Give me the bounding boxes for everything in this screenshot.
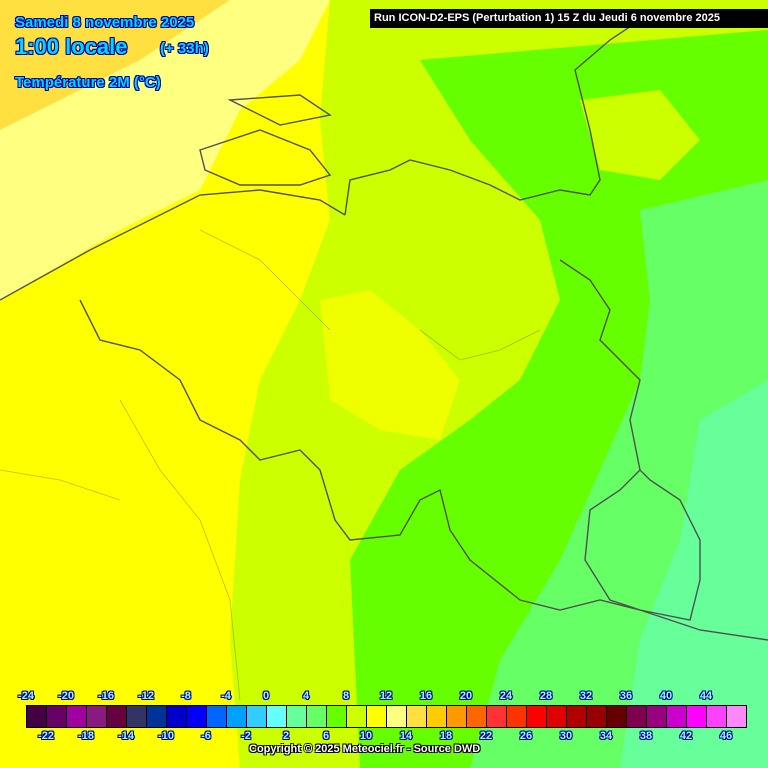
legend-swatch [507,706,527,727]
legend-label-top: -4 [221,690,231,702]
legend-label-top: 4 [302,690,310,702]
legend-swatch [187,706,207,727]
legend-label-bottom: 42 [679,730,693,742]
region-borders [0,229,541,701]
legend-swatch [427,706,447,727]
legend-label-top: -20 [58,690,74,702]
legend-swatch [227,706,247,727]
legend-label-top: -16 [98,690,114,702]
legend-label-top: 20 [459,690,473,702]
forecast-date: Samedi 8 novembre 2025 [15,14,195,31]
legend-swatch [547,706,567,727]
legend-label-top: -24 [18,690,34,702]
legend-label-top: 0 [262,690,270,702]
legend-label-top: 24 [499,690,513,702]
legend-swatch [167,706,187,727]
zone-aqua [620,380,768,768]
legend-label-top: -12 [138,690,154,702]
legend-swatch [367,706,387,727]
legend-swatch [687,706,707,727]
legend-swatch [327,706,347,727]
legend-label-top: 32 [579,690,593,702]
country-borders [0,9,768,641]
legend-swatch [467,706,487,727]
legend-label-bottom: 22 [479,730,493,742]
legend-label-top: -8 [181,690,191,702]
legend-swatch [647,706,667,727]
legend-label-bottom: -14 [118,730,134,742]
legend-label-top: 40 [659,690,673,702]
legend-label-bottom: 30 [559,730,573,742]
legend-label-bottom: -18 [78,730,94,742]
legend-label-top: 28 [539,690,553,702]
legend-swatch [587,706,607,727]
legend-label-bottom: -2 [241,730,251,742]
color-legend [26,705,747,728]
lead-time: (+ 33h) [160,40,209,57]
legend-swatch [707,706,727,727]
legend-label-bottom: 18 [439,730,453,742]
patch-yellow [320,290,460,440]
legend-label-bottom: 2 [282,730,290,742]
legend-swatch [567,706,587,727]
legend-label-top: 44 [699,690,713,702]
legend-label-bottom: 38 [639,730,653,742]
legend-swatch [347,706,367,727]
legend-swatch [727,706,746,727]
legend-label-bottom: 6 [322,730,330,742]
legend-label-bottom: 10 [359,730,373,742]
parameter-title: Température 2M (°C) [15,74,161,91]
legend-label-top: 16 [419,690,433,702]
legend-label-top: 12 [379,690,393,702]
legend-swatch [267,706,287,727]
sea-zone-warm [0,0,230,130]
copyright: Copyright © 2025 Meteociel.fr - Source D… [249,743,481,755]
legend-swatch [607,706,627,727]
forecast-time: 1:00 locale [15,34,128,59]
legend-swatch [87,706,107,727]
legend-swatch [247,706,267,727]
legend-swatch [387,706,407,727]
legend-label-bottom: 26 [519,730,533,742]
legend-swatch [147,706,167,727]
legend-swatch [67,706,87,727]
legend-swatch [287,706,307,727]
legend-label-bottom: 14 [399,730,413,742]
legend-swatch [407,706,427,727]
legend-swatch [307,706,327,727]
patch-lime [580,90,700,180]
legend-label-bottom: 34 [599,730,613,742]
legend-swatch [47,706,67,727]
legend-swatch [447,706,467,727]
legend-swatch [527,706,547,727]
legend-label-top: 36 [619,690,633,702]
legend-label-bottom: -6 [201,730,211,742]
legend-label-bottom: 46 [719,730,733,742]
legend-swatch [27,706,47,727]
legend-label-bottom: -10 [158,730,174,742]
legend-label-bottom: -22 [38,730,54,742]
legend-label-top: 8 [342,690,350,702]
legend-swatch [627,706,647,727]
legend-swatch [207,706,227,727]
legend-swatch [667,706,687,727]
legend-swatch [487,706,507,727]
legend-swatch [127,706,147,727]
legend-swatch [107,706,127,727]
run-info-banner: Run ICON-D2-EPS (Perturbation 1) 15 Z du… [370,9,768,28]
